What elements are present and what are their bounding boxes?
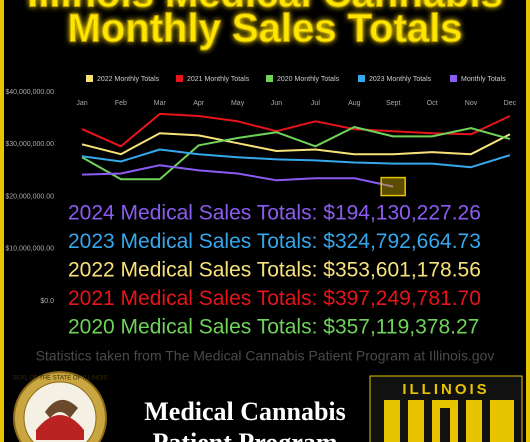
legend-swatch bbox=[450, 75, 457, 82]
x-tick-label: Dec bbox=[504, 100, 517, 107]
sales-total: 2024 Medical Sales Totals: $194,130,227.… bbox=[68, 202, 481, 225]
frame-left bbox=[0, 0, 4, 442]
x-tick-label: Mar bbox=[154, 100, 167, 107]
sales-total: 2022 Medical Sales Totals: $353,601,178.… bbox=[68, 259, 481, 282]
x-tick-label: Jan bbox=[76, 100, 87, 107]
sales-total: 2021 Medical Sales Totals: $397,249,781.… bbox=[68, 287, 481, 310]
x-tick-label: Jun bbox=[271, 100, 282, 107]
x-tick-label: Jul bbox=[311, 100, 320, 107]
y-tick-label: $0.0 bbox=[40, 298, 54, 305]
program-name: Medical Cannabis bbox=[144, 397, 346, 426]
x-tick-label: May bbox=[231, 100, 245, 107]
sales-total: 2020 Medical Sales Totals: $357,119,378.… bbox=[68, 316, 479, 339]
program-name: Patient Program bbox=[152, 428, 337, 442]
logo-text: ILLINOIS bbox=[402, 381, 489, 398]
legend-label: 2022 Monthly Totals bbox=[97, 76, 160, 83]
series-line bbox=[81, 132, 511, 156]
x-tick-label: Oct bbox=[427, 100, 438, 107]
legend-swatch bbox=[176, 75, 183, 82]
x-tick-label: Feb bbox=[115, 100, 127, 107]
seal-text: SEAL OF THE STATE OF ILLINOIS bbox=[12, 376, 107, 382]
illinois-logo: ILLINOIS bbox=[369, 375, 523, 442]
frame-right bbox=[526, 0, 530, 442]
x-tick-label: Aug bbox=[348, 100, 361, 107]
series-line bbox=[81, 164, 394, 188]
series-line bbox=[81, 126, 511, 181]
title-line: Monthly Sales Totals bbox=[68, 7, 463, 51]
legend-swatch bbox=[86, 75, 93, 82]
sales-total: 2023 Medical Sales Totals: $324,792,664.… bbox=[68, 230, 481, 253]
x-tick-label: Nov bbox=[465, 100, 478, 107]
legend-swatch bbox=[266, 75, 273, 82]
legend-label: 2021 Monthly Totals bbox=[187, 76, 250, 83]
legend-label: Monthly Totals bbox=[461, 76, 506, 83]
y-tick-label: $10,000,000.00 bbox=[5, 246, 54, 253]
legend-swatch bbox=[358, 75, 365, 82]
highlight-box bbox=[380, 176, 406, 197]
series-line bbox=[81, 112, 511, 148]
y-tick-label: $40,000,000.00 bbox=[5, 89, 54, 96]
y-tick-label: $20,000,000.00 bbox=[5, 193, 54, 200]
legend-label: 2023 Monthly Totals bbox=[369, 76, 432, 83]
source-note: Statistics taken from The Medical Cannab… bbox=[36, 348, 495, 364]
state-seal: SEAL OF THE STATE OF ILLINOIS bbox=[12, 371, 108, 442]
chart: $0.0 $10,000,000.00 $20,000,000.00 $30,000,… bbox=[5, 75, 517, 339]
series-line bbox=[81, 148, 511, 169]
y-tick-label: $30,000,000.00 bbox=[5, 141, 54, 148]
title-line: Illinois Medical Cannabis bbox=[27, 0, 503, 16]
legend-label: 2020 Monthly Totals bbox=[277, 76, 340, 83]
x-tick-label: Sept bbox=[386, 100, 400, 107]
x-tick-label: Apr bbox=[193, 100, 205, 107]
